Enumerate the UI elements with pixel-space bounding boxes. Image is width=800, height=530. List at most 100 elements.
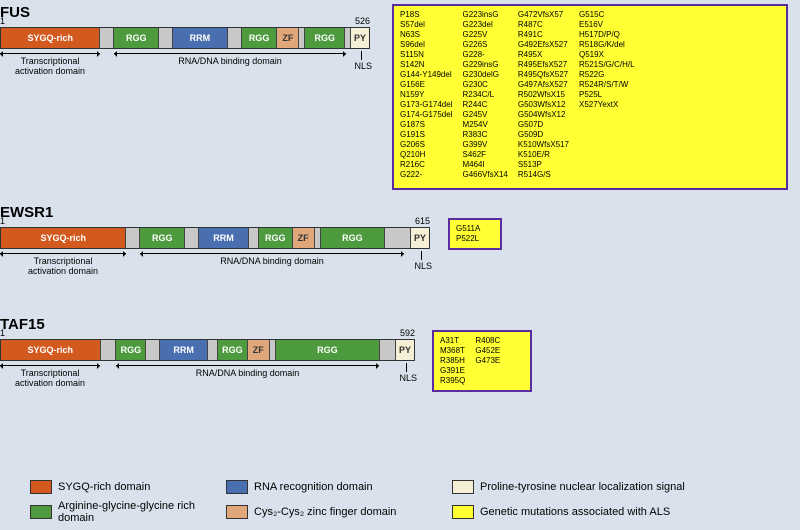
domain-gap [380,340,396,360]
mutation-entry: R522G [579,70,635,80]
nls-label: NLS [399,373,417,383]
domain-rrm: RRM [160,340,208,360]
mutation-entry: G509D [518,130,569,140]
domain-gap [146,340,160,360]
domain-py: PY [396,340,414,360]
domain-gap [126,228,140,248]
mutation-entry: G515C [579,10,635,20]
domain-sygq: SYGQ-rich [1,228,126,248]
legend-swatch [30,480,52,494]
mutation-entry: G191S [400,130,452,140]
legend-swatch [452,480,474,494]
mutation-entry: R487C [518,20,569,30]
domain-gap [100,28,114,48]
legend-label: Arginine-glycine-glycine rich domain [58,500,200,524]
diagram-canvas: FUS1526SYGQ-richRGGRRMRGGZFRGGPYTranscri… [0,0,800,530]
mutation-entry: G228- [462,50,507,60]
domain-rgg: RGG [114,28,159,48]
mutation-entry: R395Q [440,376,465,386]
domain-rgg: RGG [259,228,293,248]
domain-rgg: RGG [218,340,248,360]
domain-rgg: RGG [305,28,345,48]
mutation-entry: G174-G175del [400,110,452,120]
protein-name: EWSR1 [0,204,430,221]
domain-track: SYGQ-richRGGRRMRGGZFRGGPY [0,339,415,361]
domain-sygq: SYGQ-rich [1,340,101,360]
nls-label: NLS [414,261,432,271]
mutation-entry: R521S/G/C/H/L [579,60,635,70]
mutation-entry: M368T [440,346,465,356]
mutation-entry: S142N [400,60,452,70]
mutation-entry: R216C [400,160,452,170]
mutation-entry: G511A [456,224,480,234]
mutation-entry: G399V [462,140,507,150]
legend-swatch [226,480,248,494]
mutation-entry: G452E [475,346,500,356]
protein-name: FUS [0,4,370,21]
mutation-entry: E516V [579,20,635,30]
mutation-entry: Q210H [400,150,452,160]
end-number: 615 [415,216,430,226]
mutation-entry: G173-G174del [400,100,452,110]
mutation-entry: P18S [400,10,452,20]
mutation-entry: G226S [462,40,507,50]
legend-label: SYGQ-rich domain [58,481,150,493]
mutation-entry: N159Y [400,90,452,100]
legend-swatch [452,505,474,519]
legend-label: Proline-tyrosine nuclear localization si… [480,481,685,493]
domain-gap [101,340,117,360]
domain-gap [208,340,218,360]
legend-item: Proline-tyrosine nuclear localization si… [452,480,712,494]
mutation-entry: G391E [440,366,465,376]
start-number: 1 [0,216,5,226]
domain-rrm: RRM [173,28,228,48]
domain-zf: ZF [248,340,270,360]
mutation-entry: R491C [518,30,569,40]
mutation-entry: G230delG [462,70,507,80]
domain-gap [228,28,242,48]
mutation-entry: S115N [400,50,452,60]
mutation-entry: G507D [518,120,569,130]
legend-swatch [30,505,52,519]
protein-fus: FUS1526SYGQ-richRGGRRMRGGZFRGGPYTranscri… [0,4,370,49]
domain-gap [249,228,259,248]
mutation-entry: R244C [462,100,507,110]
protein-ewsr1: EWSR11615SYGQ-richRGGRRMRGGZFRGGPYTransc… [0,204,430,249]
legend-label: RNA recognition domain [254,481,373,493]
domain-rgg: RGG [116,340,146,360]
mutation-entry: G230C [462,80,507,90]
mutation-entry: S462F [462,150,507,160]
mutation-entry: G472VfsX57 [518,10,569,20]
mutation-entry: R514G/S [518,170,569,180]
mutation-entry: R234C/L [462,90,507,100]
mutation-entry: G223del [462,20,507,30]
domain-zf: ZF [293,228,315,248]
domain-sygq: SYGQ-rich [1,28,100,48]
mutation-entry: P522L [456,234,480,244]
mutation-entry: K510E/R [518,150,569,160]
mutation-entry: S57del [400,20,452,30]
nls-label: NLS [354,61,372,71]
legend-label: Genetic mutations associated with ALS [480,506,670,518]
domain-py: PY [411,228,429,248]
protein-name: TAF15 [0,316,415,333]
mutation-entry: G245V [462,110,507,120]
mutation-entry: G473E [475,356,500,366]
mutation-entry: G466VfsX14 [462,170,507,180]
protein-taf15: TAF151592SYGQ-richRGGRRMRGGZFRGGPYTransc… [0,316,415,361]
mutation-entry: G225V [462,30,507,40]
mutation-entry: G187S [400,120,452,130]
mutation-entry: G492EfsX527 [518,40,569,50]
legend-item: RNA recognition domain [226,480,426,494]
mutation-entry: R385H [440,356,465,366]
mutation-entry: G503WfsX12 [518,100,569,110]
domain-track: SYGQ-richRGGRRMRGGZFRGGPY [0,227,430,249]
legend-swatch [226,505,248,519]
mutation-entry: R502WfsX15 [518,90,569,100]
mutation-entry: S96del [400,40,452,50]
mutation-entry: M254V [462,120,507,130]
domain-zf: ZF [277,28,299,48]
mutations-fus: P18SS57delN63SS96delS115NS142NG144-Y149d… [392,4,788,190]
domain-gap [385,228,411,248]
mutation-entry: A31T [440,336,465,346]
